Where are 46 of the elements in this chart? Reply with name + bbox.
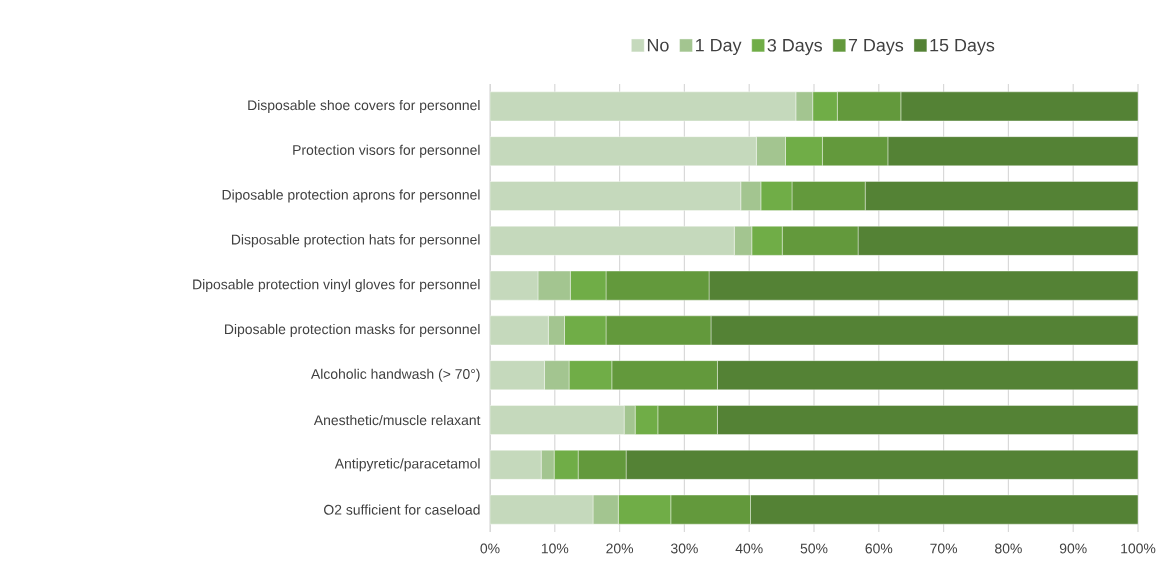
legend-label: 7 Days bbox=[848, 39, 904, 56]
x-tick-label: 10% bbox=[541, 543, 569, 554]
bar bbox=[710, 315, 1138, 346]
x-tick-label: 100% bbox=[1121, 543, 1156, 554]
y-tick-label: Alcoholic handwash (> 70°) bbox=[310, 368, 480, 382]
legend-label: 3 Days bbox=[767, 38, 822, 56]
y-tick-label: O2 sufficient for caseload bbox=[324, 504, 480, 515]
bar bbox=[490, 136, 757, 166]
bar bbox=[857, 226, 1138, 256]
y-tick-label: Disposable protection hats for personnel bbox=[231, 234, 480, 248]
y-tick-label: Protection visors for personnel bbox=[293, 144, 480, 158]
x-tick-label: 30% bbox=[670, 543, 698, 554]
legend-label: No bbox=[647, 39, 669, 52]
x-tick-label: 80% bbox=[995, 543, 1022, 554]
y-tick-label: Diposable protection masks for personnel bbox=[225, 323, 480, 337]
bar bbox=[717, 405, 1138, 435]
bar bbox=[887, 136, 1138, 166]
bar bbox=[750, 494, 1138, 525]
x-tick-label: 50% bbox=[800, 543, 828, 554]
x-tick-label: 40% bbox=[735, 543, 763, 554]
bar bbox=[625, 450, 1138, 480]
y-tick-label: Diposable protection aprons for personnel bbox=[222, 189, 480, 203]
bar bbox=[490, 181, 741, 211]
bar bbox=[900, 91, 1138, 122]
bar bbox=[490, 494, 594, 525]
bar bbox=[490, 91, 797, 122]
bar bbox=[490, 360, 545, 390]
x-tick-label: 20% bbox=[606, 543, 634, 554]
bar bbox=[490, 270, 539, 301]
bar bbox=[490, 315, 549, 346]
bar bbox=[490, 405, 625, 435]
y-tick-label: Diposable protection vinyl gloves for personnel bbox=[193, 279, 480, 293]
y-tick-label: Disposable shoe covers for personnel bbox=[248, 99, 480, 113]
bar bbox=[490, 450, 542, 480]
x-tick-label: 0% bbox=[480, 543, 500, 554]
x-tick-label: 90% bbox=[1059, 543, 1087, 554]
bar bbox=[864, 181, 1138, 211]
bar bbox=[708, 270, 1138, 301]
x-tick-label: 60% bbox=[865, 543, 893, 554]
y-tick-label: Antipyretic/paracetamol bbox=[334, 458, 480, 472]
bar bbox=[717, 360, 1138, 390]
x-tick-label: 70% bbox=[930, 543, 958, 554]
y-tick-label: Anesthetic/muscle relaxant bbox=[313, 414, 481, 426]
legend-label: 1 Day bbox=[696, 39, 742, 56]
legend-label: 15 Days bbox=[930, 39, 995, 56]
bar bbox=[490, 226, 735, 256]
